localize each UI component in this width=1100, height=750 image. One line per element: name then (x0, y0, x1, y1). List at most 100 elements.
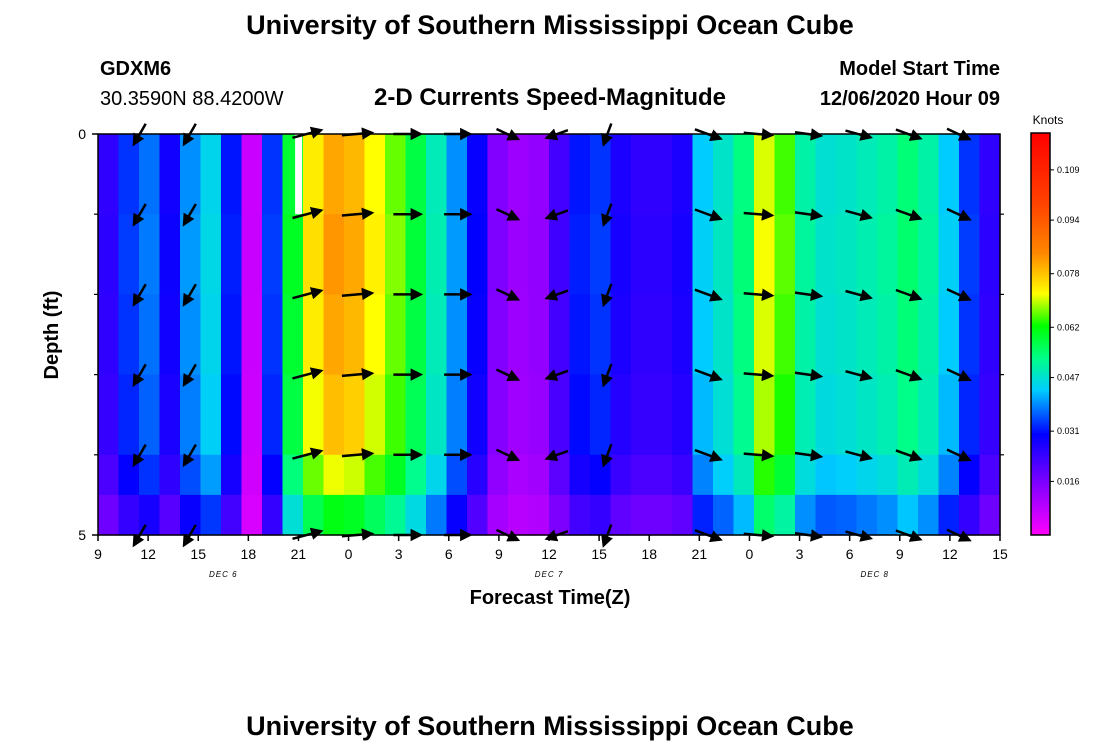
heatmap-cell (877, 214, 899, 295)
heatmap-cell (528, 214, 550, 295)
heatmap-cell (508, 134, 530, 215)
colorbar-tick-label: 0.016 (1057, 476, 1080, 486)
current-arrow (341, 207, 375, 220)
missing-data-gap (295, 134, 303, 215)
heatmap-cell (672, 454, 694, 496)
heatmap-cell (590, 494, 612, 536)
heatmap-cell (364, 214, 386, 295)
heatmap-cell (692, 134, 714, 215)
heatmap-cell (118, 134, 140, 215)
x-tick-label: 12 (140, 546, 156, 562)
heatmap-cell (672, 214, 694, 295)
heatmap-cell (979, 134, 1001, 215)
heatmap-cell (569, 374, 591, 456)
heatmap-cell (98, 134, 120, 215)
heatmap-cell (98, 374, 120, 456)
current-arrow (341, 287, 375, 301)
heatmap-cell (262, 454, 284, 496)
heatmap-cell (774, 214, 796, 295)
heatmap-cell (856, 294, 878, 376)
heatmap-cell (364, 294, 386, 376)
heatmap-cell (487, 494, 509, 536)
heatmap-cell (713, 454, 735, 496)
heatmap-cell (385, 374, 407, 456)
heatmap-cell (282, 494, 304, 536)
x-tick-label: 21 (692, 546, 708, 562)
heatmap-cell (528, 494, 550, 536)
current-arrow (495, 288, 521, 301)
heatmap-cell (159, 294, 181, 376)
heatmap-cell (856, 494, 878, 536)
model-start-label: Model Start Time (839, 58, 1000, 80)
current-arrow (845, 208, 874, 222)
heatmap-cell (221, 374, 243, 456)
x-tick-label: 15 (992, 546, 1008, 562)
heatmap-cell (856, 374, 878, 456)
heatmap-cell (754, 494, 776, 536)
heatmap-cell (815, 294, 837, 376)
heatmap-cell (180, 294, 202, 376)
heatmap-cell (918, 454, 940, 496)
heatmap-cell (180, 374, 202, 456)
heatmap-cell (385, 214, 407, 295)
current-arrow (544, 369, 569, 381)
heatmap-cell (897, 214, 919, 295)
heatmap-cell (200, 454, 222, 496)
heatmap-cell (938, 454, 960, 496)
heatmap-cell (979, 454, 1001, 496)
current-arrow (946, 448, 972, 462)
x-tick-label: 15 (190, 546, 206, 562)
heatmap-cells (98, 134, 1001, 536)
heatmap-cell (262, 294, 284, 376)
heatmap-cell (754, 134, 776, 215)
heatmap-cell (549, 454, 571, 496)
heatmap-cell (221, 214, 243, 295)
heatmap-cell (549, 494, 571, 536)
current-arrow (694, 208, 723, 222)
heatmap-cell (877, 294, 899, 376)
heatmap-cell (938, 494, 960, 536)
heatmap-cell (180, 134, 202, 215)
heatmap-cell (754, 454, 776, 496)
heatmap-cell (446, 214, 468, 295)
x-tick-label: 12 (942, 546, 958, 562)
heatmap-cell (610, 294, 632, 376)
x-tick-label: 18 (241, 546, 257, 562)
heatmap-cell (262, 214, 284, 295)
heatmap-cell (528, 134, 550, 215)
heatmap-cell (897, 134, 919, 215)
current-arrow (182, 283, 197, 307)
heatmap-cell (610, 494, 632, 536)
heatmap-cell (323, 134, 345, 215)
heatmap-cell (672, 494, 694, 536)
heatmap-cell (364, 494, 386, 536)
heatmap-cell (98, 294, 120, 376)
heatmap-cell (877, 494, 899, 536)
heatmap-cell (938, 214, 960, 295)
heatmap-cell (139, 454, 161, 496)
heatmap-cell (692, 494, 714, 536)
heatmap-cell (795, 214, 817, 295)
x-axis-label: Forecast Time(Z) (470, 587, 631, 609)
heatmap-cell (364, 454, 386, 496)
heatmap-cell (385, 454, 407, 496)
heatmap-cell (405, 134, 427, 215)
heatmap-cell (774, 374, 796, 456)
heatmap-cell (897, 294, 919, 376)
heatmap-cell (631, 294, 653, 376)
main-title: University of Southern Mississippi Ocean… (246, 10, 854, 40)
heatmap-cell (180, 494, 202, 536)
heatmap-cell (733, 374, 755, 456)
heatmap-cell (549, 374, 571, 456)
current-arrow (946, 288, 972, 302)
heatmap-cell (733, 294, 755, 376)
heatmap-cell (672, 134, 694, 215)
colorbar-units: Knots (1033, 113, 1064, 127)
heatmap-cell (631, 494, 653, 536)
heatmap-cell (877, 374, 899, 456)
heatmap-cell (610, 134, 632, 215)
y-axis-ticks: 05 (78, 126, 1004, 543)
heatmap-cell (774, 134, 796, 215)
heatmap-cell (877, 134, 899, 215)
heatmap-cell (918, 214, 940, 295)
